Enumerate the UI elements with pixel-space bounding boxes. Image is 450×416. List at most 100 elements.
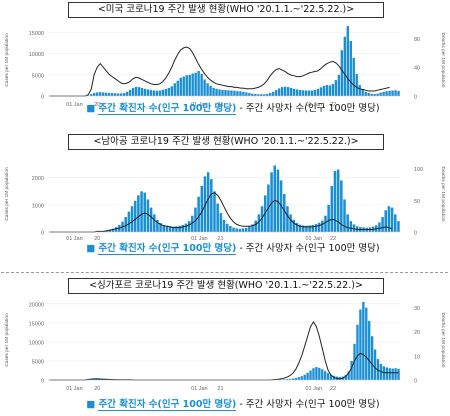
case-bar: [175, 226, 178, 232]
case-bar: [225, 223, 229, 232]
case-bar: [326, 373, 330, 380]
y-axis-label: Cases per 1M population: [4, 167, 10, 221]
x-tick-label: 01 Jan: [191, 236, 208, 242]
case-bar: [162, 224, 166, 232]
case-bar: [161, 89, 165, 96]
case-bar: [251, 93, 254, 96]
case-bar: [181, 224, 185, 232]
case-bar: [130, 206, 134, 232]
case-bar: [263, 94, 266, 96]
death-line: [49, 192, 393, 233]
case-bar: [152, 214, 156, 232]
case-bar: [350, 360, 353, 380]
case-bar: [309, 370, 312, 380]
case-bar: [365, 307, 368, 380]
chart-panel-singapore: <싱가포르 코로나19 주간 발생 현황(WHO '20.1.1.~'22.5.…: [0, 274, 450, 416]
case-bar: [119, 93, 123, 96]
case-bar: [87, 95, 90, 96]
x-tick-label: 01 Jan: [306, 386, 323, 392]
y-tick-label: 20000: [29, 302, 44, 308]
case-bar: [242, 91, 245, 96]
case-bar: [107, 93, 111, 96]
case-bar: [233, 90, 236, 96]
case-bar: [272, 91, 275, 96]
case-bar: [248, 93, 251, 96]
case-bar: [285, 379, 289, 380]
case-bar: [397, 90, 400, 96]
case-bar: [343, 36, 347, 96]
y-tick-label: 5000: [32, 359, 44, 365]
case-bar: [289, 87, 293, 96]
x-tick-label: 01 Jan: [66, 236, 83, 242]
case-bar: [343, 199, 346, 232]
case-bar: [244, 227, 248, 232]
case-bar: [373, 93, 376, 96]
case-bar: [221, 89, 224, 96]
case-bar: [337, 74, 341, 96]
case-bar: [269, 92, 272, 96]
case-bar: [200, 73, 203, 96]
case-bar: [206, 83, 209, 96]
case-bar: [133, 200, 137, 232]
case-bar: [113, 93, 117, 96]
y-tick-label: 10000: [29, 52, 44, 58]
case-bar: [295, 223, 299, 232]
case-bar: [155, 90, 159, 96]
case-bar: [307, 90, 311, 96]
case-bar: [164, 89, 168, 96]
chart-title: <싱가포르 코로나19 주간 발생 현황(WHO '20.1.1.~'22.5.…: [68, 278, 384, 294]
y2-tick-label: 40: [414, 66, 420, 72]
y2-tick-label: 0: [414, 95, 417, 101]
case-bar: [282, 194, 286, 232]
case-bar: [364, 91, 367, 96]
case-bar: [137, 87, 141, 96]
case-bar: [300, 376, 303, 380]
case-bar: [203, 176, 207, 232]
case-bar: [194, 207, 197, 232]
case-bar: [334, 80, 338, 96]
case-bar: [347, 371, 350, 380]
case-bar: [322, 85, 326, 96]
case-bar: [397, 221, 400, 232]
case-bar: [388, 368, 391, 380]
chart-svg: 0 1000 2000 0 50 100 Cases per 1M population De…: [4, 165, 446, 242]
case-bar: [385, 91, 388, 96]
case-bar: [321, 369, 324, 380]
y2-tick-label: 0: [414, 231, 417, 237]
y2-tick-label: 80: [414, 37, 420, 43]
case-bar: [96, 92, 99, 96]
x-tick-label: 01 Jan: [66, 386, 83, 392]
case-bar: [241, 228, 245, 232]
case-bar: [306, 372, 309, 380]
case-bar: [230, 90, 233, 96]
case-bar: [184, 223, 188, 232]
case-bar: [116, 93, 120, 96]
case-bar: [152, 90, 156, 96]
case-bar: [140, 87, 144, 96]
chart-title: <미국 코로나19 주간 발생 현황(WHO '20.1.1.~'22.5.22…: [68, 2, 384, 18]
case-bar: [303, 374, 306, 380]
y2-tick-label: 10: [414, 354, 420, 360]
case-bar: [352, 57, 355, 96]
case-bar: [110, 93, 114, 96]
case-bar: [324, 215, 327, 232]
case-bar: [197, 71, 200, 96]
case-bar: [104, 92, 108, 96]
case-bar: [397, 368, 400, 380]
case-bar: [131, 87, 135, 96]
case-bar: [170, 86, 173, 96]
case-bar: [210, 179, 213, 232]
x-tick-label: 22: [330, 386, 336, 392]
case-bar: [294, 377, 298, 380]
case-bar: [206, 172, 210, 232]
case-bar: [340, 180, 343, 232]
case-bar: [295, 89, 299, 96]
case-bar: [167, 87, 171, 96]
case-bar: [111, 228, 115, 232]
case-bar: [203, 79, 206, 96]
case-bar: [319, 87, 323, 96]
case-bar: [134, 86, 138, 96]
case-bar: [282, 379, 286, 380]
case-bar: [317, 222, 321, 232]
case-bar: [212, 87, 215, 96]
